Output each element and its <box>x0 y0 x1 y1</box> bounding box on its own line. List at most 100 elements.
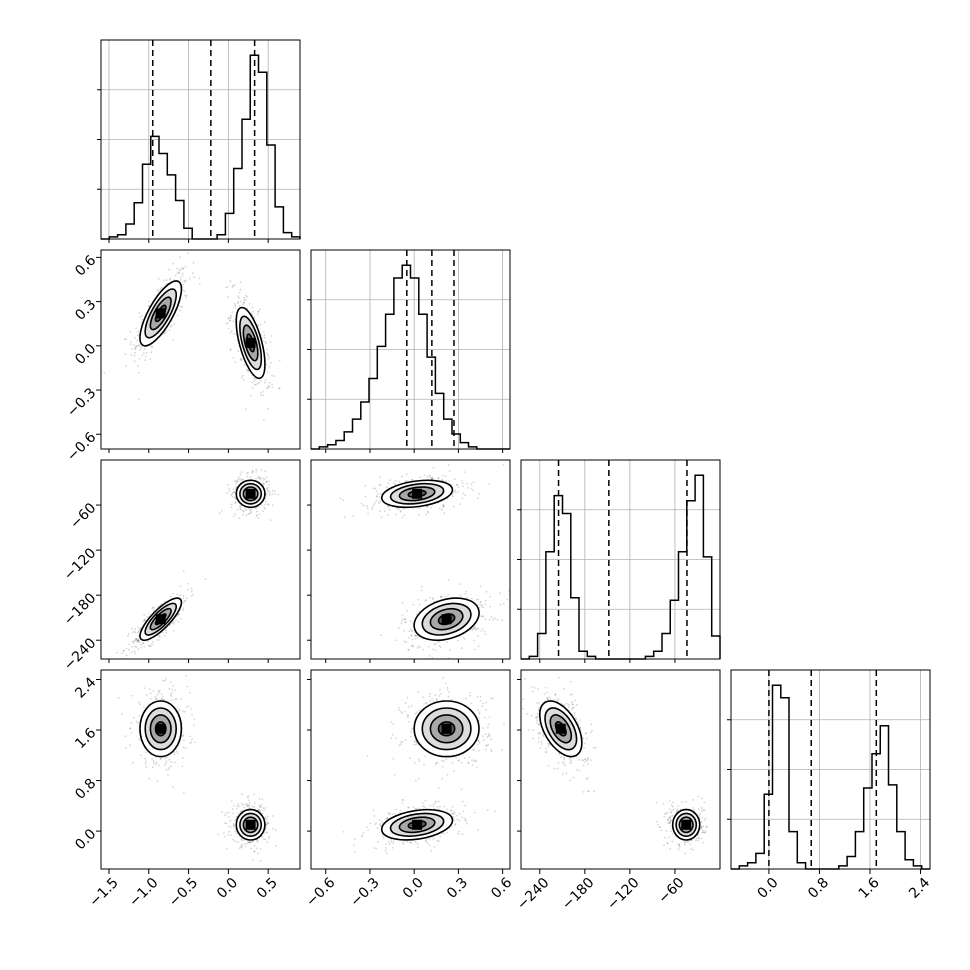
sample-point <box>184 296 187 298</box>
sample-point <box>395 479 397 482</box>
sample-point <box>366 505 368 507</box>
sample-point <box>447 695 450 698</box>
sample-point <box>676 808 679 811</box>
sample-point <box>245 514 248 517</box>
sample-point <box>238 291 241 294</box>
sample-point <box>232 284 235 287</box>
sample-point <box>257 517 260 519</box>
sample-point <box>261 798 263 801</box>
sample-point <box>372 487 375 490</box>
sample-point <box>502 464 505 466</box>
sample-point <box>241 793 243 795</box>
sample-point <box>700 807 703 809</box>
sample-point <box>233 496 236 499</box>
sample-point <box>380 516 383 519</box>
sample-point <box>137 344 140 347</box>
sample-point <box>232 838 235 841</box>
sample-point <box>139 346 142 349</box>
sample-point <box>475 598 478 601</box>
sample-point <box>259 477 262 480</box>
sample-point <box>274 493 277 495</box>
sample-point <box>240 846 243 849</box>
sample-point <box>232 823 235 825</box>
sample-point <box>143 614 146 616</box>
sample-point <box>572 707 574 710</box>
sample-point <box>134 351 136 354</box>
sample-point <box>137 639 139 642</box>
sample-point <box>187 705 190 708</box>
sample-point <box>570 761 573 764</box>
sample-point <box>456 491 459 493</box>
sample-point <box>253 316 256 319</box>
sample-point <box>258 804 261 807</box>
sample-point <box>269 341 272 343</box>
sample-point <box>548 743 551 746</box>
sample-point <box>140 646 143 649</box>
sample-point <box>266 387 268 390</box>
sample-point <box>172 630 175 632</box>
sample-point <box>266 818 269 820</box>
sample-point <box>407 637 410 639</box>
sample-point <box>137 365 139 367</box>
sample-point <box>706 825 709 828</box>
sample-point <box>532 737 534 740</box>
sample-point <box>656 820 658 823</box>
sample-point <box>424 599 427 602</box>
sample-point <box>131 640 134 643</box>
sample-point <box>478 719 480 722</box>
sample-point <box>380 492 382 495</box>
sample-point <box>146 616 149 618</box>
sample-point <box>239 300 242 303</box>
sample-point <box>253 383 256 386</box>
sample-point <box>403 507 405 510</box>
sample-point <box>477 739 480 742</box>
sample-point <box>700 821 703 824</box>
sample-point <box>244 845 247 848</box>
density-peak <box>441 723 452 734</box>
sample-point <box>690 839 693 842</box>
sample-point <box>272 827 274 830</box>
sample-point <box>387 514 390 516</box>
sample-point <box>244 843 246 846</box>
sample-point <box>159 758 162 761</box>
sample-point <box>446 686 449 689</box>
sample-point <box>442 503 445 506</box>
sample-point <box>384 849 387 852</box>
sample-point <box>456 483 459 486</box>
sample-point <box>176 272 179 275</box>
sample-point <box>575 768 578 771</box>
sample-point <box>232 515 235 517</box>
sample-point <box>174 689 176 692</box>
sample-point <box>231 493 234 495</box>
sample-point <box>149 358 152 361</box>
sample-point <box>411 478 414 481</box>
sample-point <box>423 703 426 705</box>
sample-point <box>171 622 174 625</box>
sample-point <box>429 804 432 807</box>
sample-point <box>145 351 148 354</box>
sample-point <box>229 319 231 322</box>
sample-point <box>477 627 479 630</box>
sample-point <box>121 652 123 654</box>
sample-point <box>159 757 162 760</box>
sample-point <box>243 364 246 366</box>
sample-point <box>410 634 413 636</box>
sample-point <box>488 716 491 718</box>
sample-point <box>229 819 232 822</box>
sample-point <box>450 698 453 701</box>
sample-point <box>190 741 193 743</box>
sample-point <box>459 594 462 597</box>
sample-point <box>379 496 381 499</box>
sample-point <box>427 510 429 513</box>
sample-point <box>190 587 193 590</box>
sample-point <box>165 631 168 634</box>
sample-point <box>411 644 414 647</box>
sample-point <box>181 765 184 768</box>
sample-point <box>182 710 184 713</box>
sample-point <box>444 682 447 685</box>
sample-point <box>266 353 269 356</box>
sample-point <box>399 510 402 513</box>
sample-point <box>424 599 427 601</box>
sample-point <box>460 479 463 482</box>
sample-point <box>502 602 505 605</box>
